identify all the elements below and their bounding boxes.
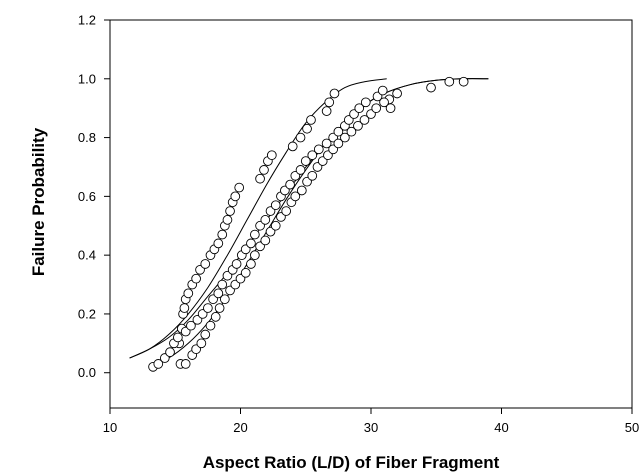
data-point: [210, 312, 221, 322]
x-tick-label: 10: [103, 420, 117, 435]
data-point: [333, 138, 344, 149]
data-point: [203, 303, 213, 313]
y-axis-title: Failure Probability: [29, 127, 48, 276]
fit-curve: [129, 78, 387, 359]
data-point: [296, 185, 307, 196]
data-point: [186, 320, 196, 331]
data-point: [285, 179, 295, 190]
data-point: [180, 359, 191, 369]
y-axis-ticks: 0.0 0.2 0.4 0.6 0.8 1.0 1.2: [78, 13, 110, 380]
x-tick-label: 40: [494, 420, 508, 435]
data-point: [205, 320, 216, 331]
data-point: [217, 229, 228, 240]
data-point: [222, 215, 233, 225]
data-point: [250, 250, 260, 261]
data-point: [259, 165, 269, 175]
data-point: [260, 235, 271, 246]
data-point: [234, 182, 245, 193]
y-tick-label: 1.2: [78, 13, 96, 28]
data-point: [290, 191, 301, 202]
data-point: [196, 338, 207, 349]
data-point: [444, 76, 455, 87]
fit-curve: [148, 78, 489, 368]
data-point: [270, 200, 281, 211]
data-point: [246, 259, 256, 269]
data-point: [295, 132, 306, 143]
data-point: [240, 267, 251, 278]
data-point: [302, 123, 312, 134]
data-point: [231, 259, 242, 269]
y-tick-label: 1.0: [78, 71, 96, 86]
data-point: [183, 288, 194, 299]
data-point: [295, 165, 306, 175]
x-tick-label: 30: [364, 420, 378, 435]
data-point: [217, 279, 228, 290]
data-point: [307, 150, 318, 161]
data-point: [458, 76, 469, 87]
data-point: [153, 359, 164, 369]
data-point: [191, 273, 201, 284]
data-point: [307, 170, 318, 181]
data-point: [346, 126, 357, 137]
data-point: [165, 347, 175, 358]
data-point: [200, 329, 211, 340]
data-point: [281, 206, 292, 216]
data-point: [321, 106, 332, 116]
data-point: [385, 103, 396, 114]
data-point: [353, 120, 363, 131]
data-point: [340, 132, 350, 143]
data-point: [200, 259, 211, 269]
data-point: [371, 103, 382, 114]
data-point: [392, 88, 402, 99]
data-point: [246, 238, 256, 249]
data-point: [354, 103, 365, 114]
data-point: [333, 126, 344, 137]
data-point: [214, 303, 225, 313]
data-point: [255, 173, 265, 184]
data-point: [379, 97, 389, 108]
y-tick-label: 0.2: [78, 306, 96, 321]
data-points: [148, 76, 469, 372]
data-point: [250, 229, 260, 240]
data-point: [287, 141, 298, 152]
data-point: [270, 220, 281, 231]
x-tick-label: 50: [625, 420, 639, 435]
data-point: [266, 150, 277, 161]
y-tick-label: 0.6: [78, 189, 96, 204]
data-point: [213, 288, 224, 299]
data-point: [260, 215, 271, 225]
data-point: [359, 115, 370, 125]
data-point: [360, 97, 371, 108]
data-point: [377, 85, 388, 96]
data-point: [324, 97, 335, 108]
x-axis-ticks: 10 20 30 40 50: [103, 408, 639, 435]
data-point: [300, 156, 311, 166]
data-point: [173, 332, 183, 343]
plot-frame: [109, 19, 633, 409]
data-point: [321, 138, 332, 149]
x-tick-label: 20: [233, 420, 247, 435]
y-tick-label: 0.4: [78, 248, 96, 263]
x-axis-title: Aspect Ratio (L/D) of Fiber Fragment: [203, 453, 500, 472]
data-point: [313, 144, 324, 155]
data-point: [225, 206, 235, 216]
data-point: [306, 115, 316, 125]
y-tick-label: 0.8: [78, 130, 96, 145]
data-point: [213, 238, 224, 249]
data-point: [219, 294, 230, 305]
y-tick-label: 0.0: [78, 365, 96, 380]
data-point: [329, 88, 340, 99]
data-point: [426, 82, 436, 93]
data-point: [230, 191, 241, 202]
data-point: [179, 303, 190, 313]
